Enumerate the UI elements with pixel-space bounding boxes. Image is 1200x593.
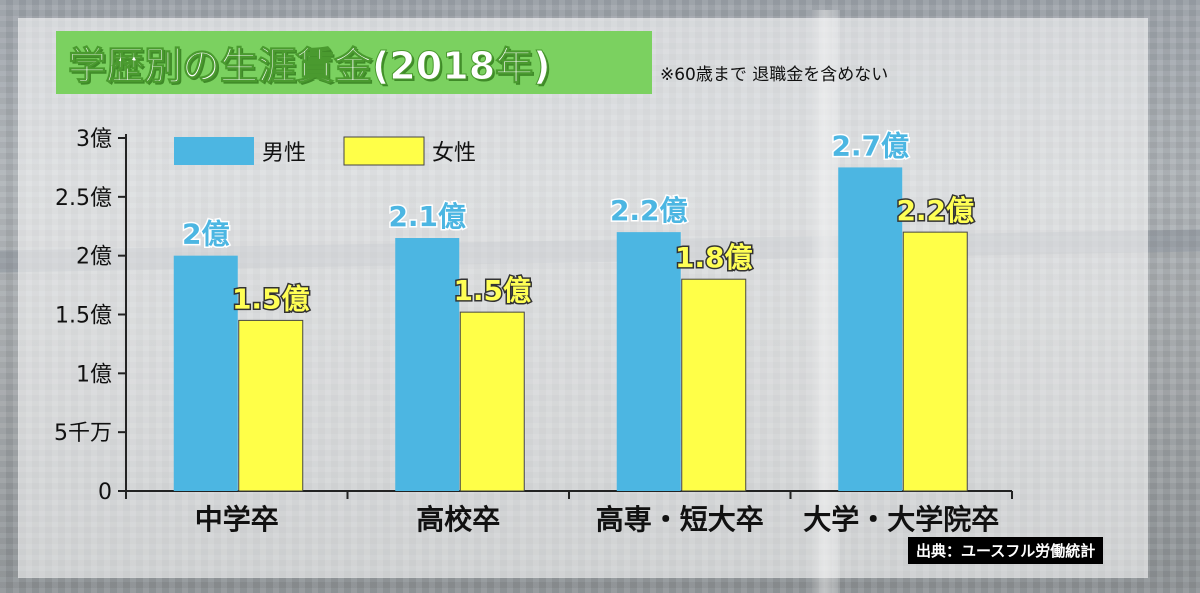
data-label-female: 1.8億	[675, 241, 753, 274]
chart-title: 学歴別の生涯賃金(2018年)	[68, 44, 551, 89]
y-tick-label: 1.5億	[55, 304, 112, 329]
bar-female	[902, 231, 968, 492]
source-credit: 出典：ユースフル労働統計	[908, 537, 1104, 564]
bar-male	[395, 238, 460, 491]
bar-female	[238, 319, 304, 492]
legend-label-male: 男性	[262, 141, 306, 166]
data-label-female: 1.5億	[453, 274, 531, 307]
legend-swatch-female	[343, 136, 425, 166]
chart-legend: 男性 女性	[174, 136, 476, 166]
bar-male	[616, 232, 681, 491]
chart-note: ※60歳まで 退職金を含めない	[660, 65, 889, 85]
y-tick-label: 5千万	[54, 421, 112, 446]
data-label-male: 2億	[182, 218, 229, 251]
bar-male	[838, 167, 903, 491]
data-label-male: 2.1億	[388, 200, 466, 233]
x-tick-label: 中学卒	[195, 503, 279, 536]
bar-female	[459, 311, 525, 492]
x-tick-label: 高校卒	[416, 503, 500, 536]
legend-label-female: 女性	[432, 141, 476, 166]
y-tick-label: 2億	[76, 245, 112, 270]
chart-bars	[173, 167, 968, 492]
y-tick-label: 0	[98, 480, 112, 505]
legend-swatch-male	[174, 137, 254, 165]
title-banner: 学歴別の生涯賃金(2018年)	[56, 31, 652, 94]
bar-female	[681, 278, 747, 492]
data-label-female: 2.2億	[896, 194, 974, 227]
data-label-male: 2.7億	[831, 129, 909, 162]
x-tick-label: 高専・短大卒	[596, 503, 764, 536]
y-tick-label: 3億	[76, 127, 112, 152]
data-label-female: 1.5億	[232, 282, 310, 315]
chart-data-labels: 2億 2.1億 2.2億 2.7億 1.5億 1.5億 1.8億 2.2億	[181, 128, 976, 317]
x-tick-label: 大学・大学院卒	[803, 503, 999, 536]
data-label-male: 2.2億	[610, 194, 688, 227]
y-tick-label: 2.5億	[55, 186, 112, 211]
y-tick-label: 1億	[76, 362, 112, 387]
bar-male	[173, 255, 238, 491]
